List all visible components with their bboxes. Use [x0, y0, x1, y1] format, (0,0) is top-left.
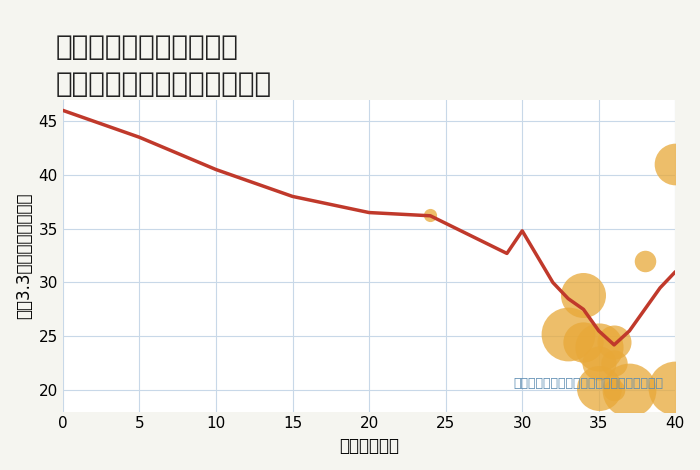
Point	[624, 386, 635, 394]
Point	[670, 384, 681, 392]
Point	[608, 360, 620, 367]
Point	[593, 360, 604, 367]
Point	[425, 211, 436, 219]
Point	[593, 343, 604, 351]
Text: 円の大きさは、取引のあった物件面積を示す: 円の大きさは、取引のあった物件面積を示す	[513, 377, 663, 390]
Point	[608, 338, 620, 345]
Point	[608, 386, 620, 394]
Point	[578, 338, 589, 345]
Point	[639, 257, 650, 265]
Y-axis label: 坪（3.3㎡）単価（万円）: 坪（3.3㎡）単価（万円）	[15, 192, 33, 319]
Point	[670, 160, 681, 168]
X-axis label: 築年数（年）: 築年数（年）	[339, 437, 399, 455]
Point	[578, 292, 589, 299]
Point	[563, 330, 574, 338]
Text: 奈良県奈良市三条栄町の
築年数別中古マンション価格: 奈良県奈良市三条栄町の 築年数別中古マンション価格	[56, 33, 272, 98]
Point	[593, 384, 604, 392]
